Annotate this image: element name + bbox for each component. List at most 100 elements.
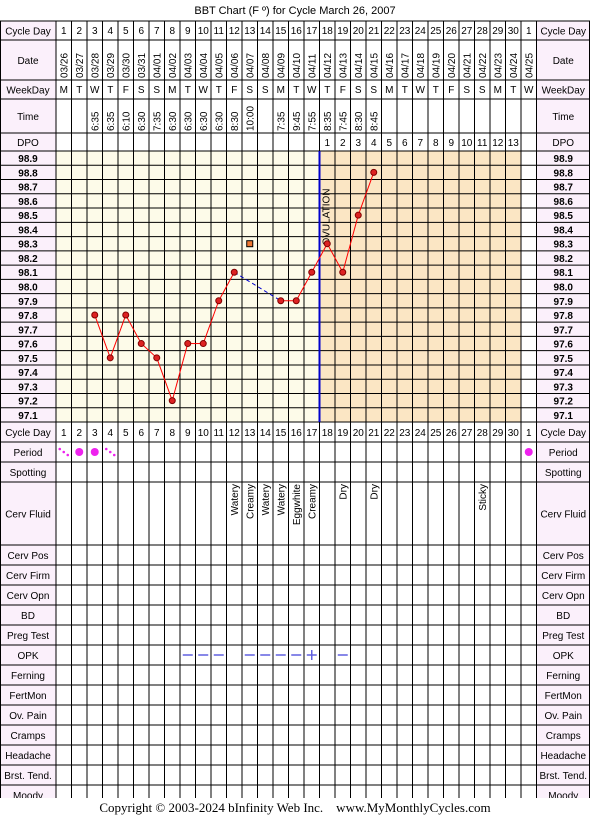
time-cell: 6:10 bbox=[121, 111, 132, 131]
date-cell: 04/16 bbox=[385, 53, 396, 78]
row-label-cerv-opn: Cerv Opn bbox=[7, 591, 50, 602]
cycle-day-cell-2: 2 bbox=[76, 428, 82, 439]
weekday-cell: S bbox=[479, 85, 486, 96]
row-label-right-date: Date bbox=[553, 56, 575, 67]
row-label-moody: Moody bbox=[13, 791, 43, 798]
row-label-weekday: WeekDay bbox=[6, 86, 49, 97]
cycle-day-cell-2: 16 bbox=[291, 428, 303, 439]
date-cell: 04/12 bbox=[323, 53, 334, 78]
dpo-cell: 2 bbox=[340, 138, 346, 149]
y-tick-label: 97.7 bbox=[18, 325, 38, 336]
time-cell: 9:45 bbox=[292, 111, 303, 131]
row-label-ferning: Ferning bbox=[11, 671, 45, 682]
cycle-day-cell: 9 bbox=[185, 26, 191, 37]
weekday-cell: W bbox=[199, 85, 209, 96]
cycle-day-cell-2: 27 bbox=[461, 428, 473, 439]
cycle-day-cell-2: 9 bbox=[185, 428, 191, 439]
temperature-point bbox=[184, 340, 192, 348]
y-tick-label-right: 97.3 bbox=[554, 382, 574, 393]
cycle-day-cell-2: 17 bbox=[306, 428, 318, 439]
y-tick-label-right: 98.2 bbox=[554, 254, 574, 265]
cervical-fluid-cell: Watery bbox=[230, 484, 241, 515]
weekday-cell: T bbox=[76, 85, 82, 96]
row-label-right-brst-tend-: Brst. Tend. bbox=[539, 771, 587, 782]
y-tick-label-right: 98.7 bbox=[554, 183, 574, 194]
row-label-right-bd: BD bbox=[556, 611, 570, 622]
y-tick-label-right: 98.1 bbox=[554, 268, 574, 279]
weekday-cell: W bbox=[524, 85, 534, 96]
temperature-point bbox=[168, 397, 176, 405]
time-cell: 8:30 bbox=[230, 111, 241, 131]
cycle-day-cell-2: 22 bbox=[384, 428, 396, 439]
cycle-day-cell-2: 15 bbox=[275, 428, 287, 439]
cycle-day-cell-2: 6 bbox=[138, 428, 144, 439]
row-label-brst-tend-: Brst. Tend. bbox=[4, 771, 52, 782]
cycle-day-cell: 1 bbox=[526, 26, 532, 37]
y-tick-label: 98.8 bbox=[18, 168, 38, 179]
date-cell: 03/31 bbox=[137, 53, 148, 78]
row-label-time: Time bbox=[17, 112, 39, 123]
y-tick-label: 98.7 bbox=[18, 183, 38, 194]
y-tick-label: 97.5 bbox=[18, 354, 38, 365]
weekday-cell: M bbox=[385, 85, 393, 96]
date-cell: 04/15 bbox=[369, 53, 380, 78]
temperature-point bbox=[215, 297, 223, 305]
date-cell: 04/05 bbox=[214, 53, 225, 78]
weekday-cell: T bbox=[510, 85, 516, 96]
temperature-line-segment bbox=[202, 300, 220, 344]
period-heavy-mark bbox=[75, 448, 84, 456]
date-cell: 04/17 bbox=[400, 53, 411, 78]
cycle-day-cell-2: 5 bbox=[123, 428, 129, 439]
weekday-cell: W bbox=[307, 85, 317, 96]
weekday-cell: S bbox=[153, 85, 160, 96]
y-tick-label: 98.3 bbox=[18, 240, 38, 251]
date-cell: 04/18 bbox=[416, 53, 427, 78]
row-label-headache: Headache bbox=[5, 751, 51, 762]
weekday-cell: T bbox=[216, 85, 222, 96]
row-label-right-cerv-firm: Cerv Firm bbox=[541, 571, 585, 582]
cycle-day-cell-2: 21 bbox=[368, 428, 380, 439]
cycle-day-cell: 11 bbox=[214, 26, 225, 37]
date-cell: 04/14 bbox=[354, 53, 365, 78]
weekday-cell: S bbox=[262, 85, 269, 96]
date-cell: 04/13 bbox=[338, 53, 349, 78]
temperature-line-segment bbox=[109, 314, 127, 358]
time-cell: 6:30 bbox=[168, 111, 179, 131]
date-cell: 04/09 bbox=[276, 53, 287, 78]
cycle-day-cell-2: 19 bbox=[337, 428, 349, 439]
cycle-day-cell-2: 20 bbox=[353, 428, 365, 439]
temperature-point bbox=[122, 311, 130, 319]
cycle-day-cell: 2 bbox=[76, 26, 82, 37]
y-tick-label-right: 97.9 bbox=[554, 297, 574, 308]
temperature-line-segment bbox=[326, 243, 344, 273]
period-spotting-mark bbox=[66, 453, 70, 457]
date-cell: 04/19 bbox=[431, 53, 442, 78]
weekday-cell: W bbox=[90, 85, 100, 96]
weekday-cell: M bbox=[494, 85, 502, 96]
row-label-cycle_day: Cycle Day bbox=[5, 27, 51, 38]
cycle-day-cell: 4 bbox=[107, 26, 113, 37]
row-label-opk: OPK bbox=[17, 651, 38, 662]
temperature-line-segment bbox=[218, 271, 235, 302]
weekday-cell: S bbox=[355, 85, 362, 96]
cycle-day-cell-2: 23 bbox=[399, 428, 411, 439]
row-label-right-cerv-opn: Cerv Opn bbox=[542, 591, 585, 602]
temperature-line-segment bbox=[342, 215, 359, 273]
y-tick-label: 97.2 bbox=[18, 397, 38, 408]
cycle-day-cell-2: 11 bbox=[214, 428, 225, 439]
row-label-cerv-firm: Cerv Firm bbox=[6, 571, 50, 582]
dpo-cell: 6 bbox=[402, 138, 408, 149]
weekday-cell: S bbox=[246, 85, 253, 96]
dpo-cell: 7 bbox=[417, 138, 423, 149]
temperature-point bbox=[339, 268, 347, 276]
cycle-day-cell: 13 bbox=[244, 26, 256, 37]
y-tick-label-right: 98.4 bbox=[554, 225, 574, 236]
y-tick-label-right: 97.1 bbox=[554, 411, 574, 422]
y-tick-label: 97.9 bbox=[18, 297, 38, 308]
cycle-day-cell: 24 bbox=[415, 26, 427, 37]
weekday-cell: T bbox=[402, 85, 408, 96]
date-cell: 03/28 bbox=[90, 53, 101, 78]
y-tick-label-right: 97.5 bbox=[554, 354, 574, 365]
temperature-line-segment bbox=[140, 343, 158, 359]
row-label-right-opk: OPK bbox=[553, 651, 574, 662]
